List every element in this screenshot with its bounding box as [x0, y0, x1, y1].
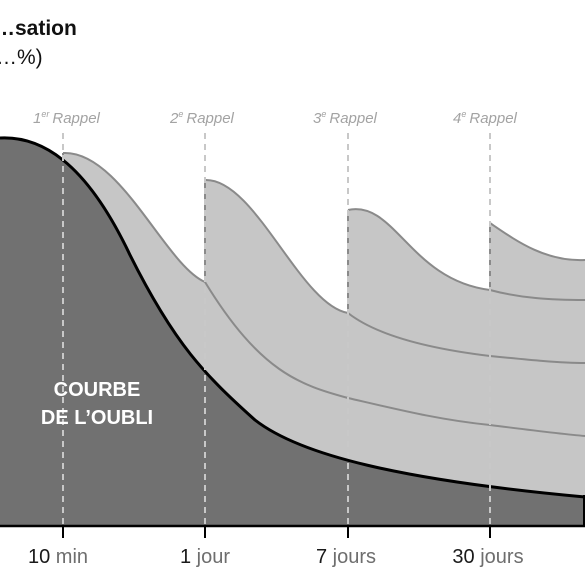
rappel-sup-2: e	[178, 109, 183, 119]
review-tail-3	[489, 289, 585, 301]
review-tail-1	[204, 281, 585, 437]
rappel-sup-4: e	[461, 109, 466, 119]
curve-label-line1: COURBE	[54, 379, 141, 401]
review-curve-1	[62, 151, 206, 283]
review-curve-3	[347, 208, 491, 291]
x-tick-label-3: 7 jours	[316, 546, 376, 568]
x-tick-label-2: 1 jour	[180, 546, 230, 568]
rappel-sup-3: e	[321, 109, 326, 119]
rappel-word-3: Rappel	[329, 110, 377, 127]
x-tick-num-2: 1	[180, 546, 191, 568]
x-tick-num-4: 30	[452, 546, 474, 568]
x-tick-unit-2: jour	[196, 546, 231, 568]
rappel-num-1: 1	[33, 110, 41, 127]
x-tick-label-1: 10 min	[28, 546, 88, 568]
rappel-word-1: Rappel	[52, 110, 100, 127]
review-curve-4	[489, 222, 585, 262]
rappel-label-3: 3e Rappel	[313, 109, 378, 127]
rappel-num-2: 2	[169, 110, 179, 127]
rappel-label-4: 4e Rappel	[453, 109, 518, 127]
chart-title-line2: …%)	[0, 46, 43, 69]
rappel-word-4: Rappel	[469, 110, 517, 127]
review-tail-2	[347, 312, 585, 364]
forgetting-area	[0, 137, 585, 525]
x-tick-unit-1: min	[56, 546, 88, 568]
rappel-num-3: 3	[313, 110, 322, 127]
review-curve-2	[204, 178, 349, 314]
x-tick-num-1: 10	[28, 546, 50, 568]
x-tick-unit-4: jours	[479, 546, 523, 568]
review-area-3	[348, 209, 490, 526]
x-tick-unit-3: jours	[332, 546, 376, 568]
curve-label-line2: DE L’OUBLI	[41, 407, 153, 429]
forgetting-curve-line	[0, 136, 585, 499]
x-axis-ticks	[62, 526, 491, 538]
rappel-word-2: Rappel	[186, 110, 234, 127]
rappel-sup-1: er	[41, 109, 50, 119]
rappel-label-1: 1er Rappel	[33, 109, 101, 127]
rappel-label-2: 2e Rappel	[169, 109, 235, 127]
review-curves	[62, 151, 585, 437]
rappel-num-4: 4	[453, 110, 461, 127]
chart-title-line1: …sation	[0, 17, 77, 40]
x-tick-label-4: 30 jours	[452, 546, 523, 568]
review-area-4	[490, 223, 585, 525]
x-tick-num-3: 7	[316, 546, 327, 568]
